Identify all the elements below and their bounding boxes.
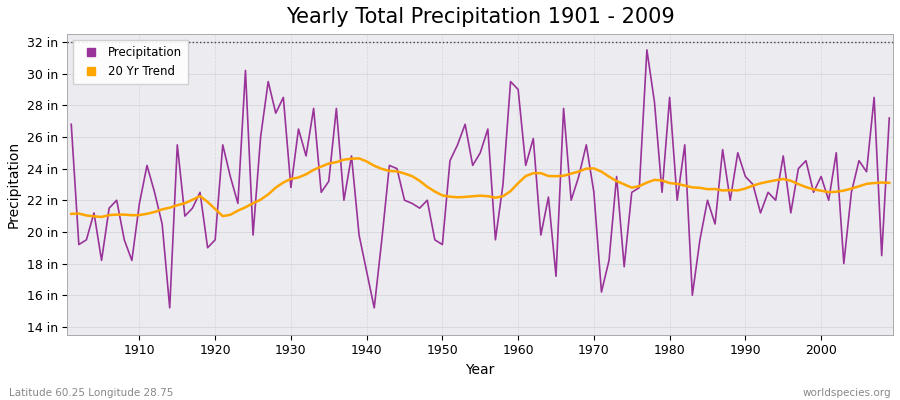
Y-axis label: Precipitation: Precipitation: [7, 141, 21, 228]
Legend: Precipitation, 20 Yr Trend: Precipitation, 20 Yr Trend: [74, 40, 187, 84]
Text: worldspecies.org: worldspecies.org: [803, 388, 891, 398]
X-axis label: Year: Year: [465, 363, 495, 377]
Text: Latitude 60.25 Longitude 28.75: Latitude 60.25 Longitude 28.75: [9, 388, 174, 398]
Title: Yearly Total Precipitation 1901 - 2009: Yearly Total Precipitation 1901 - 2009: [286, 7, 675, 27]
